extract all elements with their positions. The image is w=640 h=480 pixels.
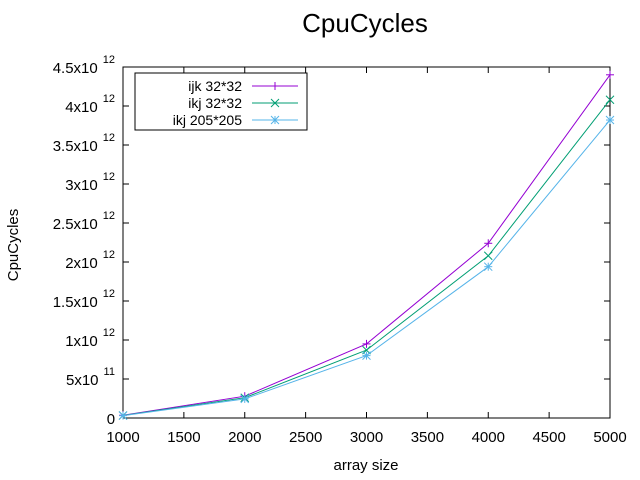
y-tick-label: 4.5x10 12 <box>53 54 115 77</box>
x-tick-label: 2500 <box>289 429 322 446</box>
data-point <box>483 251 493 261</box>
legend-marker <box>271 82 279 90</box>
legend-label: ikj 205*205 <box>173 112 242 128</box>
legend-marker <box>270 98 280 108</box>
x-tick-label: 1500 <box>167 429 200 446</box>
data-point <box>362 339 371 348</box>
x-tick-label: 4500 <box>532 429 565 446</box>
chart-title: CpuCycles <box>302 8 428 38</box>
series-line <box>122 119 611 417</box>
y-tick-label: 5x10 11 <box>66 366 115 389</box>
x-tick-label: 5000 <box>593 429 626 446</box>
axis-ticks: 1000 1500 2000 2500 3000 3500 4000 4500 5000 0 5x1… <box>53 54 627 446</box>
y-axis-label: CpuCycles <box>5 209 22 282</box>
data-point <box>362 351 371 360</box>
data-point <box>605 95 615 105</box>
data-point <box>605 115 615 125</box>
y-tick-label: 3.5x10 12 <box>53 132 115 155</box>
y-tick-label: 1x10 12 <box>65 327 115 350</box>
data-point <box>240 394 250 404</box>
data-point <box>118 411 128 421</box>
series-layer <box>118 70 615 421</box>
y-tick-label: 4x10 12 <box>65 93 115 116</box>
series-line <box>122 99 611 416</box>
data-point <box>606 70 614 79</box>
data-point <box>484 239 493 248</box>
x-tick-label: 3500 <box>411 429 444 446</box>
y-tick-label: 0 <box>107 411 115 428</box>
x-axis-label: array size <box>333 457 398 474</box>
y-tick-label: 2x10 12 <box>65 249 115 272</box>
legend-label: ikj 32*32 <box>188 95 242 111</box>
x-tick-label: 2000 <box>228 429 261 446</box>
series-2 <box>118 95 615 420</box>
y-tick-label: 1.5x10 12 <box>53 288 115 311</box>
data-point <box>483 262 493 272</box>
series-3 <box>118 115 615 421</box>
legend-marker <box>270 115 280 125</box>
legend-label: ijk 32*32 <box>188 78 242 94</box>
y-tick-label: 3x10 12 <box>65 171 115 194</box>
x-tick-label: 1000 <box>106 429 139 446</box>
x-tick-label: 4000 <box>472 429 505 446</box>
x-tick-label: 3000 <box>350 429 383 446</box>
y-tick-label: 2.5x10 12 <box>53 210 115 233</box>
